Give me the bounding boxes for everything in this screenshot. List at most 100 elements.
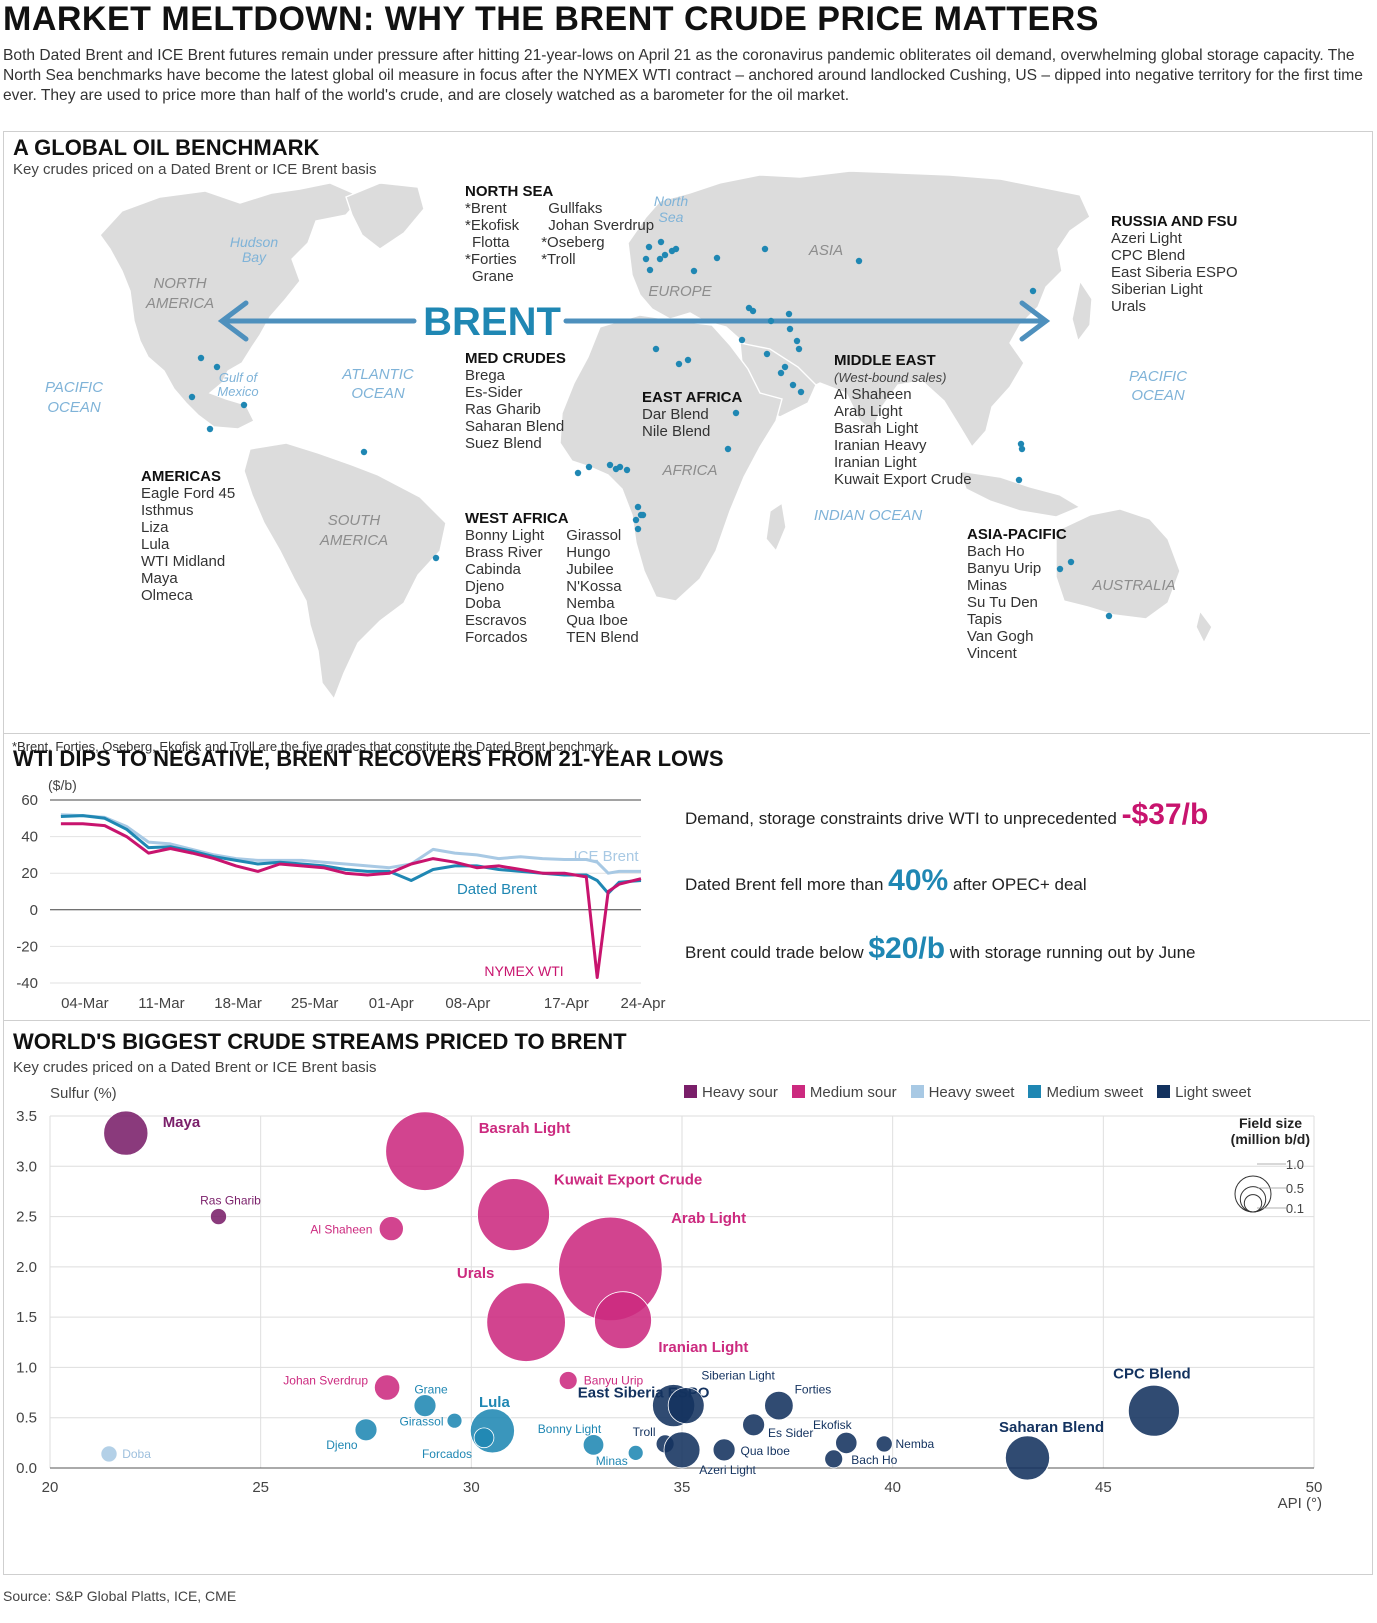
bubble-doba bbox=[100, 1445, 118, 1463]
bubble-label-johan-sverdrup: Johan Sverdrup bbox=[283, 1374, 368, 1388]
group-east-africa: EAST AFRICA Dar Blend Nile Blend bbox=[642, 389, 743, 440]
bubble-label-cpc-blend: CPC Blend bbox=[1113, 1366, 1191, 1383]
bubble-maya bbox=[103, 1110, 149, 1156]
group-americas: AMERICAS Eagle Ford 45 Isthmus Liza Lula… bbox=[141, 468, 236, 604]
stat-wti: Demand, storage constraints drive WTI to… bbox=[685, 798, 1209, 831]
group-north-sea: NORTH SEA *Brent *Ekofisk Flotta *Fortie… bbox=[465, 183, 655, 285]
land-madagascar bbox=[765, 501, 787, 553]
bubble-y-tick: 2.5 bbox=[16, 1209, 37, 1226]
size-key-label: 0.5 bbox=[1286, 1181, 1304, 1196]
bubble-x-tick: 40 bbox=[884, 1479, 901, 1496]
bubble-label-iranian-light: Iranian Light bbox=[658, 1339, 748, 1356]
bubble-label-qua-iboe: Qua Iboe bbox=[741, 1444, 791, 1458]
bubble-y-tick: 0.0 bbox=[16, 1460, 37, 1477]
line-x-tick: 01-Apr bbox=[369, 995, 414, 1012]
bubble-label-forties: Forties bbox=[795, 1383, 832, 1397]
svg-text:PACIFIC: PACIFIC bbox=[1129, 368, 1187, 385]
bubble-label-basrah-light: Basrah Light bbox=[479, 1120, 571, 1137]
line-y-tick: 0 bbox=[30, 902, 38, 919]
bubble-kuwait-export-crude bbox=[477, 1178, 550, 1252]
bubble-label-djeno: Djeno bbox=[326, 1438, 358, 1452]
line-x-tick: 24-Apr bbox=[620, 995, 665, 1012]
bubble-x-tick: 25 bbox=[252, 1479, 269, 1496]
bubble-x-label: API (°) bbox=[1278, 1495, 1322, 1512]
bubble-label-arab-light: Arab Light bbox=[671, 1210, 746, 1227]
line-x-tick: 17-Apr bbox=[544, 995, 589, 1012]
region-north-america-2: AMERICA bbox=[145, 295, 214, 312]
size-key-unit: (million b/d) bbox=[1231, 1131, 1310, 1147]
svg-text:OCEAN: OCEAN bbox=[1131, 387, 1185, 404]
svg-text:Gulf of: Gulf of bbox=[219, 370, 259, 385]
bubble-y-tick: 3.0 bbox=[16, 1158, 37, 1175]
size-key-circle bbox=[1234, 1175, 1272, 1213]
price-line-chart: ($/b) 60 40 20 0 -20 -40 04-Mar 11-Mar 18-Mar 25-M… bbox=[16, 777, 665, 1012]
svg-text:Bay: Bay bbox=[242, 249, 267, 265]
land-eurasia bbox=[627, 170, 1091, 449]
bubble-label-maya: Maya bbox=[163, 1114, 201, 1131]
line-section-title: WTI DIPS TO NEGATIVE, BRENT RECOVERS FRO… bbox=[13, 746, 724, 771]
legend-heavy-sour: Heavy sour bbox=[684, 1084, 778, 1101]
line-y-tick: -20 bbox=[16, 938, 38, 955]
land-africa bbox=[559, 314, 783, 602]
bubble-banyu-urip bbox=[558, 1371, 578, 1390]
bubble-urals bbox=[486, 1282, 566, 1362]
bubble-saharan-blend bbox=[1005, 1435, 1051, 1481]
bubble-y-tick: 1.5 bbox=[16, 1309, 37, 1326]
bubble-label-siberian-light: Siberian Light bbox=[701, 1369, 775, 1383]
bubble-label-banyu-urip: Banyu Urip bbox=[584, 1374, 644, 1388]
bubble-x-tick: 30 bbox=[463, 1479, 480, 1496]
bubble-johan-sverdrup bbox=[373, 1374, 401, 1401]
group-med-crudes: MED CRUDES Brega Es-Sider Ras Gharib Sah… bbox=[465, 350, 566, 452]
bubble-bach-ho bbox=[824, 1449, 844, 1469]
stat-dated-brent: Dated Brent fell more than 40% after OPE… bbox=[685, 864, 1087, 897]
size-key-title: Field size bbox=[1239, 1115, 1302, 1131]
crude-location-dots bbox=[188, 238, 1113, 620]
line-x-tick: 04-Mar bbox=[61, 995, 109, 1012]
bubble-section-subtitle: Key crudes priced on a Dated Brent or IC… bbox=[13, 1059, 377, 1076]
line-y-tick: 20 bbox=[21, 865, 38, 882]
bubble-y-label: Sulfur (%) bbox=[50, 1085, 117, 1102]
bubble-legend: Heavy sour Medium sour Heavy sweet Mediu… bbox=[684, 1084, 1251, 1101]
stat-dated-brent-value: 40% bbox=[888, 864, 949, 897]
divider-line bbox=[4, 1020, 1370, 1021]
size-key-label: 1.0 bbox=[1286, 1157, 1304, 1172]
bubble-minas bbox=[627, 1444, 644, 1461]
region-labels: NORTH AMERICA SOUTH AMERICA EUROPE ASIA … bbox=[145, 242, 1176, 594]
svg-text:ATLANTIC: ATLANTIC bbox=[341, 366, 414, 383]
bubble-forties bbox=[764, 1390, 794, 1421]
land-masses bbox=[99, 170, 1213, 701]
bubble-label-troll: Troll bbox=[633, 1425, 656, 1439]
bubble-basrah-light bbox=[385, 1111, 465, 1191]
bubble-djeno bbox=[354, 1418, 378, 1442]
bubble-iranian-light bbox=[594, 1291, 652, 1350]
region-south-america-1: SOUTH bbox=[328, 512, 381, 529]
bubble-ras-gharib bbox=[209, 1208, 227, 1226]
brent-arrow bbox=[217, 300, 1051, 342]
bubble-label-al-shaheen: Al Shaheen bbox=[310, 1223, 372, 1237]
region-asia: ASIA bbox=[808, 242, 843, 259]
legend-heavy-sweet: Heavy sweet bbox=[910, 1084, 1014, 1101]
region-australia: AUSTRALIA bbox=[1091, 577, 1175, 594]
line-series-ice-brent bbox=[60, 813, 641, 875]
region-africa: AFRICA bbox=[661, 462, 717, 479]
water-labels: Hudson Bay Gulf of Mexico North Sea PACI… bbox=[45, 193, 1187, 524]
label-ice-brent: ICE Brent bbox=[573, 848, 639, 865]
land-north-america bbox=[99, 182, 364, 430]
line-x-tick: 18-Mar bbox=[214, 995, 262, 1012]
bubble-label-nemba: Nemba bbox=[896, 1437, 935, 1451]
svg-text:Mexico: Mexico bbox=[217, 384, 258, 399]
land-greenland bbox=[345, 182, 425, 250]
line-y-tick: 40 bbox=[21, 829, 38, 846]
bubble-label-grane: Grane bbox=[414, 1383, 448, 1397]
crude-bubble-chart: Sulfur (%) 3.5 3.0 2.5 2.0 1.5 1.0 0.5 0.0 20 25 30… bbox=[16, 1085, 1322, 1512]
bubble-label-ras-gharib: Ras Gharib bbox=[200, 1194, 261, 1208]
legend-medium-sour: Medium sour bbox=[791, 1084, 897, 1101]
bubble-label-bonny-light: Bonny Light bbox=[538, 1422, 602, 1436]
svg-text:Sea: Sea bbox=[659, 209, 684, 225]
svg-text:North: North bbox=[654, 193, 688, 209]
world-map: NORTH AMERICA SOUTH AMERICA EUROPE ASIA … bbox=[45, 170, 1213, 701]
bubble-x-tick: 20 bbox=[42, 1479, 59, 1496]
map-footnote: *Brent, Forties, Oseberg, Ekofisk and Tr… bbox=[12, 739, 617, 754]
bubble-bonny-light bbox=[582, 1434, 605, 1456]
bubble-label-kuwait-export-crude: Kuwait Export Crude bbox=[554, 1172, 702, 1189]
